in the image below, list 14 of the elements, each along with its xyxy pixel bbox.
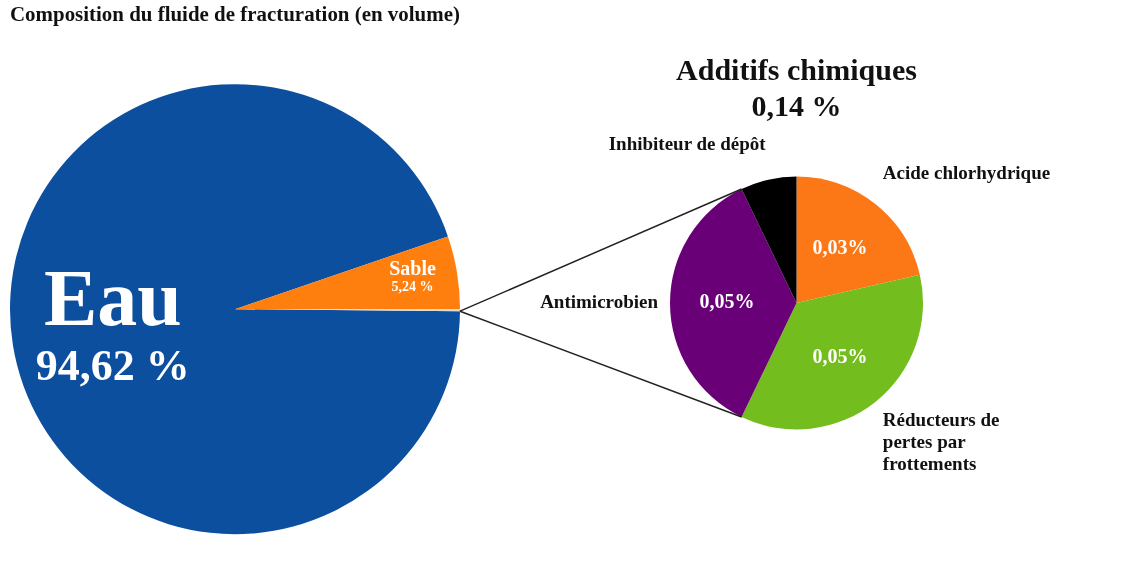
slice-label: Antimicrobien <box>540 290 659 312</box>
chart-title: Additifs chimiques <box>676 52 917 86</box>
chart-title: Composition du fluide de fracturation (en volume) <box>10 1 460 27</box>
data-label: 5,24 % <box>391 279 434 295</box>
chart-subtitle: 0,14 % <box>751 88 842 122</box>
data-label: 0,05% <box>699 290 755 313</box>
slice-label: Inhibiteur de dépôt <box>608 133 767 155</box>
data-label: 94,62 % <box>35 341 190 391</box>
slice-label: Réducteurs de pertes par frottements <box>882 409 1000 475</box>
slice-label: Sable <box>389 256 437 279</box>
slice-label: Eau <box>43 253 182 342</box>
slice-label: Acide chlorhydrique <box>882 162 1051 184</box>
data-label: 0,05% <box>812 344 868 367</box>
data-label: 0,03% <box>812 235 868 258</box>
